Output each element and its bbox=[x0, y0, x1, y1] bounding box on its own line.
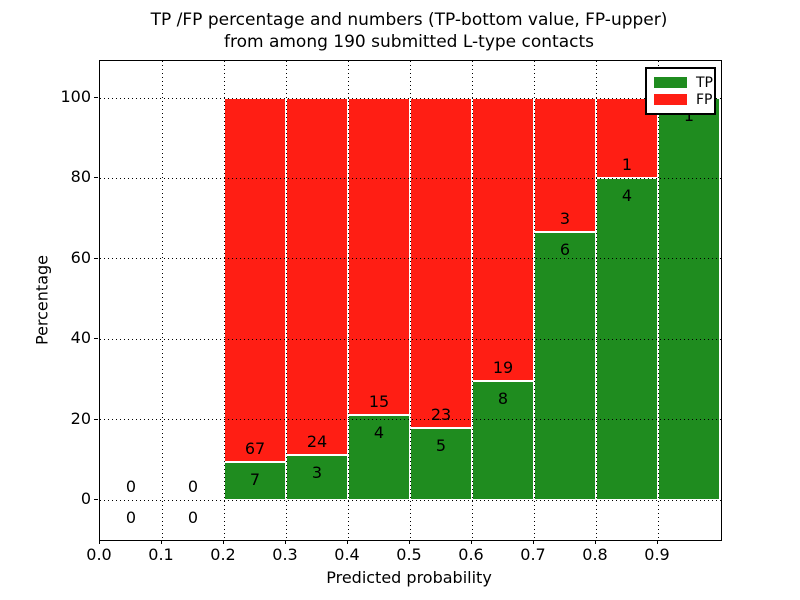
y-tick bbox=[94, 97, 98, 98]
legend-label-tp: TP bbox=[696, 74, 713, 91]
x-tick bbox=[99, 540, 100, 544]
fp-count-annotation: 15 bbox=[368, 392, 390, 412]
x-gridline bbox=[595, 61, 597, 540]
tp-swatch-icon bbox=[654, 77, 687, 88]
tp-count-annotation: 0 bbox=[125, 508, 137, 527]
x-tick bbox=[595, 540, 596, 544]
fp-bar-segment bbox=[410, 98, 472, 429]
y-axis-label: Percentage bbox=[32, 254, 52, 346]
y-tick-label: 60 bbox=[70, 247, 91, 267]
fp-count-annotation: 23 bbox=[430, 405, 452, 425]
fp-bar-segment bbox=[472, 98, 534, 381]
tp-bar-segment bbox=[410, 428, 472, 500]
y-tick-label: 0 bbox=[80, 489, 91, 508]
x-gridline bbox=[409, 61, 411, 540]
x-gridline bbox=[657, 61, 659, 540]
tp-count-annotation: 5 bbox=[435, 436, 447, 456]
chart-title-line1: TP /FP percentage and numbers (TP-bottom… bbox=[150, 10, 668, 30]
tp-count-annotation: 6 bbox=[559, 240, 571, 259]
x-tick-label: 0.1 bbox=[148, 545, 174, 564]
x-tick-label: 0.6 bbox=[458, 545, 484, 564]
legend-label-fp: FP bbox=[696, 91, 713, 108]
y-tick-label: 40 bbox=[70, 328, 91, 348]
y-gridline bbox=[100, 419, 721, 421]
x-tick-label: 0.8 bbox=[582, 545, 608, 564]
x-tick-label: 0.3 bbox=[272, 545, 298, 564]
x-gridline bbox=[223, 61, 225, 540]
y-tick bbox=[94, 257, 98, 259]
fp-count-annotation: 0 bbox=[125, 477, 137, 496]
y-tick bbox=[94, 499, 98, 500]
x-gridline bbox=[285, 61, 287, 540]
tp-count-annotation: 1 bbox=[683, 106, 695, 125]
y-tick-label: 100 bbox=[60, 87, 91, 106]
chart-title: TP /FP percentage and numbers (TP-bottom… bbox=[151, 9, 668, 53]
legend-item-tp: TP bbox=[654, 74, 714, 91]
fp-count-annotation: 24 bbox=[306, 432, 328, 452]
x-tick bbox=[657, 540, 658, 544]
x-tick bbox=[471, 540, 472, 544]
x-tick-label: 0.5 bbox=[396, 545, 422, 564]
y-gridline bbox=[100, 258, 721, 260]
x-tick-label: 0.0 bbox=[86, 545, 112, 564]
y-tick bbox=[94, 338, 98, 340]
grid-layer bbox=[100, 61, 721, 540]
legend: TP FP bbox=[645, 67, 716, 115]
annotations-layer: 0000677243154235198361401 bbox=[100, 61, 721, 540]
x-tick bbox=[347, 540, 348, 544]
fp-count-annotation: 1 bbox=[621, 155, 633, 175]
x-tick bbox=[285, 540, 286, 544]
tp-count-annotation: 0 bbox=[187, 508, 199, 527]
fp-count-annotation: 67 bbox=[244, 438, 266, 458]
x-gridline bbox=[161, 61, 163, 540]
y-tick bbox=[94, 177, 98, 179]
x-tick bbox=[409, 540, 410, 544]
x-gridline bbox=[533, 61, 535, 540]
plot-area: 0000677243154235198361401 bbox=[99, 60, 722, 541]
y-gridline bbox=[100, 97, 721, 99]
x-tick bbox=[223, 540, 224, 544]
x-tick-label: 0.2 bbox=[210, 545, 236, 564]
y-tick-label: 80 bbox=[70, 167, 91, 187]
tp-count-annotation: 4 bbox=[621, 186, 633, 206]
x-tick-label: 0.4 bbox=[334, 545, 360, 564]
x-tick-label: 0.9 bbox=[644, 545, 670, 564]
fp-bar-segment bbox=[224, 98, 286, 462]
fp-count-annotation: 19 bbox=[492, 357, 514, 377]
tp-count-annotation: 7 bbox=[249, 469, 261, 489]
legend-item-fp: FP bbox=[654, 91, 714, 108]
x-gridline bbox=[347, 61, 349, 540]
x-tick-label: 0.7 bbox=[520, 545, 546, 564]
tp-bar-segment bbox=[286, 455, 348, 500]
fp-bar-segment bbox=[348, 98, 410, 416]
tp-bar-segment bbox=[472, 380, 534, 500]
y-gridline bbox=[100, 177, 721, 179]
x-tick bbox=[533, 540, 534, 544]
y-gridline bbox=[100, 338, 721, 340]
chart-title-line2: from among 190 submitted L-type contacts bbox=[223, 32, 595, 52]
tp-bar-segment bbox=[348, 415, 410, 500]
bars-layer bbox=[100, 61, 721, 540]
fp-count-annotation: 0 bbox=[187, 477, 199, 496]
x-axis-label: Predicted probability bbox=[326, 568, 492, 587]
fp-bar-segment bbox=[534, 98, 596, 232]
y-tick-label: 20 bbox=[70, 408, 91, 428]
tp-count-annotation: 3 bbox=[311, 463, 323, 483]
fp-swatch-icon bbox=[654, 94, 687, 105]
x-gridline bbox=[471, 61, 473, 540]
tp-bar-segment bbox=[224, 461, 286, 500]
y-gridline bbox=[100, 499, 721, 501]
tp-count-annotation: 4 bbox=[373, 423, 385, 443]
y-tick bbox=[94, 418, 98, 420]
x-tick bbox=[161, 540, 162, 544]
tp-count-annotation: 8 bbox=[497, 388, 509, 408]
fp-count-annotation: 3 bbox=[559, 209, 571, 228]
tp-bar-segment bbox=[658, 98, 720, 500]
